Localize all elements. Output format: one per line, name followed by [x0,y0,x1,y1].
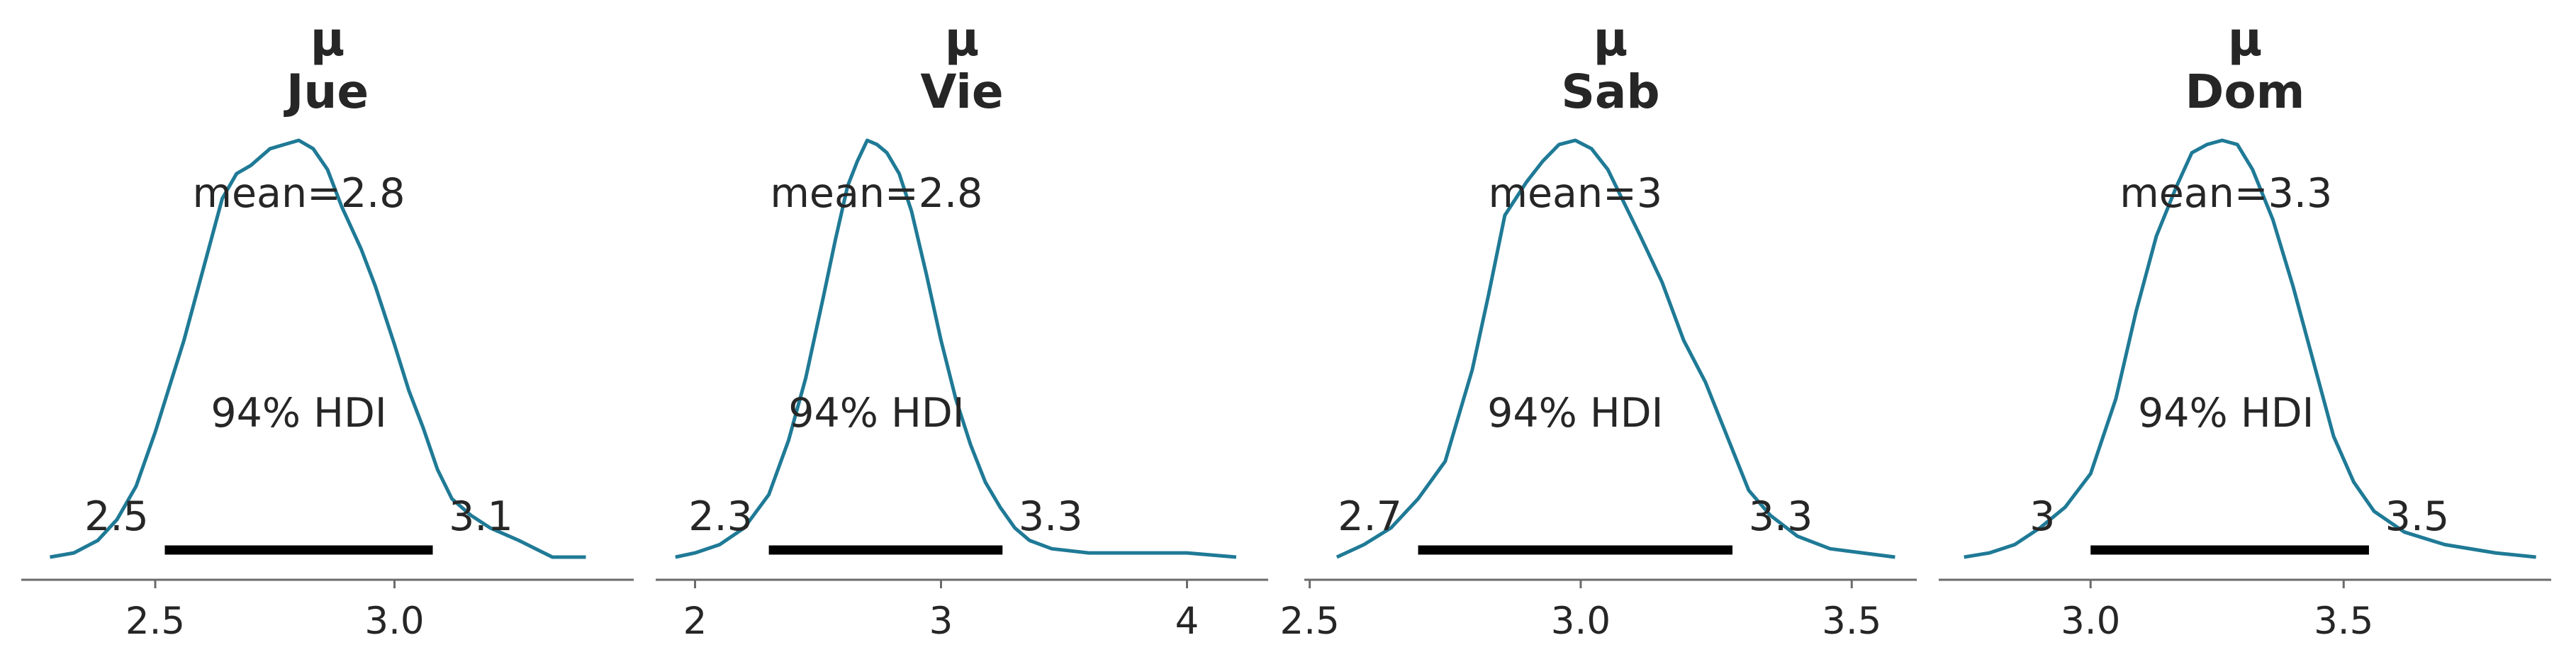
hdi-label: 94% HDI [2138,390,2314,437]
x-tick-label: 3.5 [1822,600,1881,643]
x-tick-label: 3 [929,600,953,643]
panel-sab: μ Sab mean=3 94% HDI 2.7 3.3 2.5 3.0 3.5 [1279,12,1917,643]
hdi-label: 94% HDI [211,390,386,437]
x-axis-ticks: 3.0 3.5 [2061,580,2373,643]
panel-title-symbol: μ [1594,12,1628,67]
hdi-high-label: 3.1 [449,493,513,540]
x-tick-label: 4 [1175,600,1199,643]
x-axis-ticks: 2.5 3.0 [125,580,425,643]
panel-title: Dom [2185,64,2305,119]
panel-title: Sab [1561,64,1659,119]
x-tick-label: 3.0 [364,600,424,643]
panel-title: Vie [920,64,1003,119]
x-axis-ticks: 2 3 4 [683,580,1199,643]
x-tick-label: 3.5 [2314,600,2373,643]
kde-curve [675,138,1237,559]
panel-title-symbol: μ [310,12,345,67]
panel-jue: μ Jue mean=2.8 94% HDI 2.5 3.1 2.5 3.0 [21,12,634,643]
kde-curve [1964,138,2536,559]
hdi-high-label: 3.5 [2385,493,2450,540]
panel-vie: μ Vie mean=2.8 94% HDI 2.3 3.3 2 3 4 [656,12,1268,643]
x-tick-label: 2 [683,600,707,643]
x-tick-label: 2.5 [1279,600,1339,643]
mean-label: mean=3 [1488,170,1662,217]
panel-title: Jue [284,64,369,119]
x-tick-label: 2.5 [125,600,185,643]
hdi-high-label: 3.3 [1019,493,1083,540]
hdi-label: 94% HDI [1487,390,1663,437]
hdi-low-label: 2.5 [84,493,149,540]
hdi-high-label: 3.3 [1749,493,1813,540]
mean-label: mean=2.8 [770,170,982,217]
panel-title-symbol: μ [2228,12,2263,67]
x-axis-ticks: 2.5 3.0 3.5 [1279,580,1881,643]
hdi-low-label: 3 [2029,493,2055,540]
mean-label: mean=2.8 [192,170,405,217]
x-tick-label: 3.0 [1551,600,1611,643]
kde-curve [50,138,586,559]
panel-title-symbol: μ [945,12,980,67]
mean-label: mean=3.3 [2119,170,2332,217]
hdi-label: 94% HDI [788,390,964,437]
hdi-low-label: 2.3 [688,493,753,540]
hdi-low-label: 2.7 [1338,493,1402,540]
x-tick-label: 3.0 [2061,600,2120,643]
panel-dom: μ Dom mean=3.3 94% HDI 3 3.5 3.0 3.5 [1939,12,2551,643]
kde-curve [1335,138,1895,559]
